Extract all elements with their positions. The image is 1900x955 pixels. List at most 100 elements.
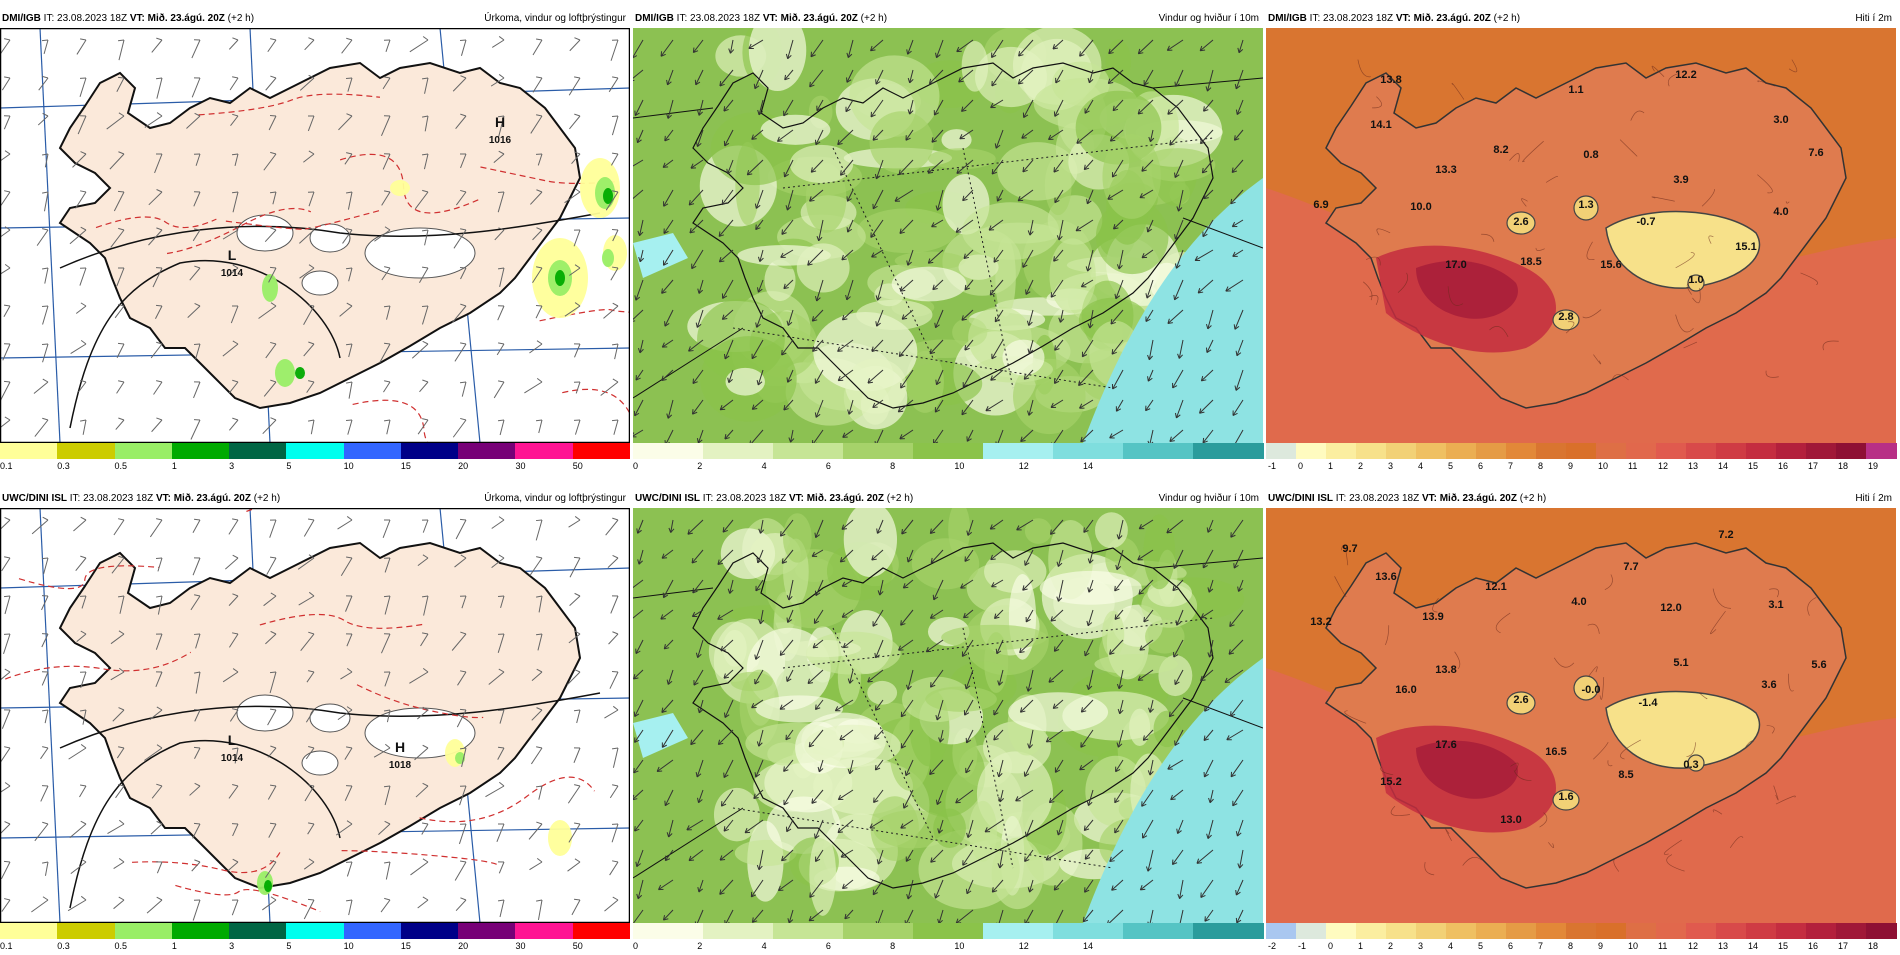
legend-swatch [1836,443,1867,459]
legend-label: 16 [1778,461,1788,471]
temperature-value: 8.2 [1493,144,1508,156]
pressure-letter: L [228,247,237,263]
legend-label: 6 [826,461,831,471]
legend-swatch [1266,923,1297,939]
legend-label: 7 [1508,461,1513,471]
legend-swatch [1416,443,1447,459]
legend-label: 1 [1328,461,1333,471]
legend-label: 4 [1418,461,1423,471]
legend-swatch [843,923,914,939]
legend-label: 14 [1083,461,1093,471]
panel-variable: Úrkoma, vindur og loftþrýstingur [484,10,626,28]
wind-panel: UWC/DINI ISL IT: 23.08.2023 18Z VT: Mið.… [633,490,1263,955]
temperature-value: 13.6 [1375,571,1396,583]
legend-swatch [1806,443,1837,459]
legend-swatch [1746,443,1777,459]
legend-swatch [983,923,1054,939]
legend-label: 17 [1808,461,1818,471]
temp-panel: DMI/IGB IT: 23.08.2023 18Z VT: Mið. 23.á… [1266,10,1896,475]
pressure-letter: H [495,114,505,130]
legend-swatch [773,923,844,939]
temperature-value: 14.1 [1370,119,1391,131]
panel-header: UWC/DINI ISL IT: 23.08.2023 18Z VT: Mið.… [1266,490,1896,508]
wind-speed-area [809,833,836,916]
temperature-value: 8.5 [1618,769,1633,781]
legend-label: 11 [1628,461,1637,471]
wind-panel: DMI/IGB IT: 23.08.2023 18Z VT: Mið. 23.á… [633,10,1263,475]
lead-time: (+2 h) [1517,493,1546,504]
legend-swatch [1626,443,1657,459]
panel-header: DMI/IGB IT: 23.08.2023 18Z VT: Mið. 23.á… [633,10,1263,28]
legend-label: 8 [890,461,895,471]
legend-swatch [229,443,287,459]
legend-swatch [1193,443,1264,459]
wind-speed-area [941,625,1047,650]
legend-swatch [913,443,984,459]
temperature-value: 12.0 [1660,602,1681,614]
panel-header: UWC/DINI ISL IT: 23.08.2023 18Z VT: Mið.… [0,490,630,508]
glacier-shape [310,704,350,732]
legend-swatch [344,443,402,459]
temperature-value: 12.1 [1485,581,1506,593]
legend-swatch [1536,443,1567,459]
temperature-value: 5.6 [1811,659,1826,671]
wind-speed-area [714,788,760,841]
temperature-value: 1.6 [1558,791,1573,803]
wind-speed-area [1105,39,1131,84]
precipitation-area [264,880,272,892]
wind-speed-area [871,796,919,861]
legend-label: 5 [286,461,291,471]
temperature-value: 3.1 [1768,599,1783,611]
temperature-value: 1.1 [1568,84,1583,96]
legend-swatch [401,923,459,939]
legend-swatch [1776,923,1807,939]
map-area [633,508,1263,923]
legend-label: 2 [1358,461,1363,471]
legend-label: 20 [458,461,468,471]
map-svg [633,28,1263,443]
legend-swatch [843,443,914,459]
panel-header-left: UWC/DINI ISL IT: 23.08.2023 18Z VT: Mið.… [1268,490,1546,508]
panel-header: DMI/IGB IT: 23.08.2023 18Z VT: Mið. 23.á… [0,10,630,28]
temperature-value: 4.0 [1571,596,1586,608]
panel-header-left: UWC/DINI ISL IT: 23.08.2023 18Z VT: Mið.… [635,490,913,508]
legend-swatch [172,923,230,939]
legend-swatch [1566,443,1597,459]
legend-swatch [0,443,58,459]
legend-swatch [1326,443,1357,459]
legend-label: 8 [1538,461,1543,471]
temperature-value: 1.0 [1688,274,1703,286]
glacier-shape [302,751,338,775]
precipitation-area [555,270,565,286]
wind-speed-area [870,111,934,173]
panel-header-left: DMI/IGB IT: 23.08.2023 18Z VT: Mið. 23.á… [635,10,887,28]
legend-swatch [1476,443,1507,459]
temperature-value: 7.2 [1718,529,1733,541]
panel-header-left: DMI/IGB IT: 23.08.2023 18Z VT: Mið. 23.á… [2,10,254,28]
legend-swatch [983,443,1054,459]
wind-speed-area [1102,134,1160,219]
model-name: UWC/DINI ISL [2,493,67,504]
temperature-value: 4.0 [1773,206,1788,218]
legend-label: 0.3 [57,461,70,471]
temperature-value: 16.5 [1545,746,1566,758]
precip-panel: UWC/DINI ISL IT: 23.08.2023 18Z VT: Mið.… [0,490,630,955]
wind-speed-area [941,129,971,150]
valid-time: VT: Mið. 23.ágú. 20Z [130,13,225,24]
legend-swatch [57,443,115,459]
wind-speed-area [1095,512,1128,548]
legend-swatch [1506,923,1537,939]
glacier-shape [302,271,338,295]
legend-swatch [1326,923,1357,939]
temperature-value: 15.2 [1380,776,1401,788]
wind-speed-area [925,686,996,711]
legend-swatch [172,443,230,459]
init-time: IT: 23.08.2023 18Z [41,13,130,24]
